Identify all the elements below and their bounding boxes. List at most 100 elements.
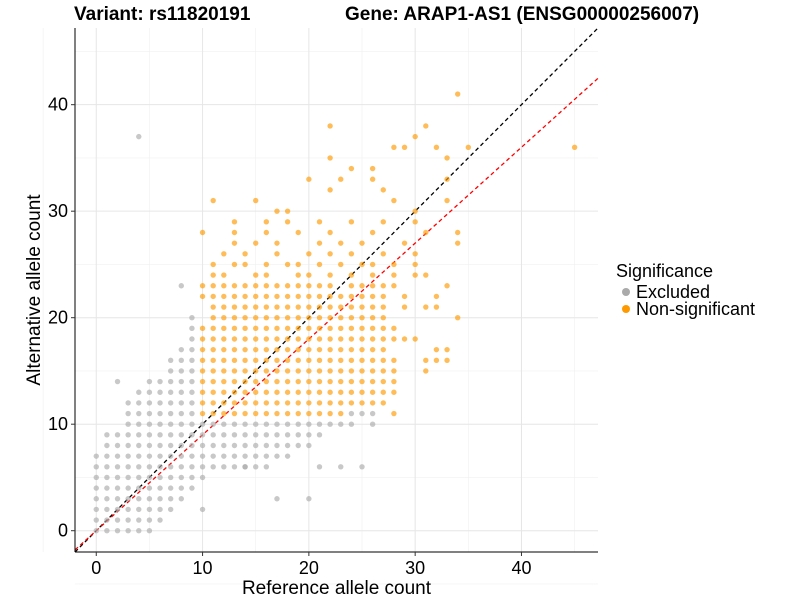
data-point [338,314,344,321]
data-point [284,389,291,395]
data-point [136,527,142,534]
data-point [348,165,355,172]
data-point [444,357,450,363]
data-point [327,229,333,236]
data-point [231,314,238,321]
data-point [157,432,163,438]
data-point [157,506,163,513]
data-point [369,357,376,363]
data-point [231,325,238,332]
data-point [178,485,185,491]
data-point [167,368,174,374]
data-point [380,325,386,332]
data-point [157,496,163,502]
data-point [253,272,259,278]
data-point [189,453,195,459]
data-point [136,506,142,513]
data-point [199,432,206,438]
data-point [136,400,142,406]
data-point [199,229,206,236]
data-point [274,400,280,406]
data-point [136,485,142,491]
data-point [316,357,323,363]
data-point [253,453,259,459]
data-point [114,432,121,438]
data-point [253,378,259,385]
data-point [189,432,195,438]
data-point [263,357,270,363]
data-point [316,432,323,438]
data-point [263,389,270,395]
data-point [178,400,185,406]
data-point [242,336,248,342]
data-point [125,496,131,502]
data-point [157,400,163,406]
data-point [146,485,153,491]
data-point [136,389,142,395]
data-point [199,357,206,363]
data-point [338,421,344,427]
axes: 0 10 20 30 40 0 10 20 30 40 [48,28,598,578]
data-point [380,357,386,363]
data-point [380,378,386,385]
data-point [369,389,376,395]
data-point [125,421,131,427]
data-point [231,219,238,225]
data-point [178,378,185,385]
data-point [167,496,174,502]
data-point [316,314,323,321]
data-point [444,176,450,182]
data-point [189,336,195,342]
data-point [210,442,216,449]
data-point [114,496,121,502]
data-point [327,336,333,342]
y-tick-label: 10 [48,414,68,434]
data-point [284,346,291,353]
data-point [210,378,216,385]
data-point [359,314,365,321]
data-point [221,272,227,278]
data-point [178,357,185,363]
data-point [178,453,185,459]
data-point [433,293,440,300]
data-point [157,517,163,523]
data-point [380,314,386,321]
data-point [454,91,461,97]
data-point [125,400,131,406]
data-point [157,474,163,481]
data-point [369,378,376,385]
data-point [242,314,248,321]
data-point [210,197,216,204]
data-point [221,336,227,342]
data-point [295,261,301,268]
data-point [93,506,99,513]
data-point [93,517,99,523]
data-point [284,453,291,459]
data-point [178,410,185,417]
data-point [242,293,248,300]
data-point [221,283,227,289]
data-point [253,368,259,374]
data-point [242,304,248,310]
data-point [359,400,365,406]
data-point [348,325,355,332]
data-point [433,357,440,363]
data-point [199,400,206,406]
data-point [136,517,142,523]
data-point [189,314,195,321]
data-point [231,378,238,385]
data-point [423,272,429,278]
data-point [327,123,333,129]
data-point [157,453,163,459]
data-point [274,240,280,246]
data-point [210,346,216,353]
data-point [391,378,397,385]
data-point [231,357,238,363]
data-point [274,336,280,342]
data-point [210,304,216,310]
data-point [242,389,248,395]
data-point [359,240,365,246]
data-point [338,368,344,374]
data-point [253,293,259,300]
data-point [295,357,301,363]
